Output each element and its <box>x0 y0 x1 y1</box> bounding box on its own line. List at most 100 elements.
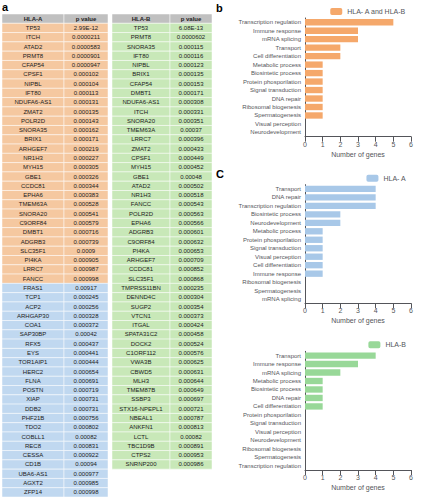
svg-text:SPATA31C2: SPATA31C2 <box>125 331 158 337</box>
svg-text:0.00082: 0.00082 <box>75 434 97 440</box>
svg-text:0.000328: 0.000328 <box>73 313 99 319</box>
svg-text:ARHGAP30: ARHGAP30 <box>17 313 50 319</box>
svg-text:0.00042: 0.00042 <box>75 331 97 337</box>
svg-text:Immune response: Immune response <box>253 361 302 367</box>
svg-text:EPHA6: EPHA6 <box>23 192 43 198</box>
svg-text:0.000115: 0.000115 <box>179 44 204 50</box>
svg-text:Spermatogenesis: Spermatogenesis <box>254 454 301 460</box>
svg-text:FLNA: FLNA <box>25 378 40 384</box>
svg-text:ITCH: ITCH <box>26 34 40 40</box>
svg-text:ITGAL: ITGAL <box>132 322 150 328</box>
svg-text:0.000625: 0.000625 <box>178 359 204 365</box>
svg-text:DENND4C: DENND4C <box>126 294 156 300</box>
svg-text:0.000868: 0.000868 <box>178 276 204 282</box>
svg-text:SLC35F1: SLC35F1 <box>20 248 46 254</box>
svg-text:0.000998: 0.000998 <box>73 489 99 495</box>
svg-text:0.000802: 0.000802 <box>73 424 99 430</box>
svg-text:0.000709: 0.000709 <box>178 257 204 263</box>
svg-text:0.000716: 0.000716 <box>73 229 99 235</box>
svg-text:AGXT2: AGXT2 <box>23 480 43 486</box>
svg-text:0.000563: 0.000563 <box>178 211 204 217</box>
svg-text:ARHGEF7: ARHGEF7 <box>19 146 48 152</box>
svg-text:0.000326: 0.000326 <box>73 174 99 180</box>
svg-text:Visual perception: Visual perception <box>255 121 301 127</box>
svg-text:Spermatogenesis: Spermatogenesis <box>254 112 301 118</box>
svg-text:Cell differentiation: Cell differentiation <box>253 262 301 268</box>
svg-text:Transcription regulation: Transcription regulation <box>239 19 301 25</box>
svg-text:DNA repair: DNA repair <box>272 96 301 102</box>
svg-text:Transport: Transport <box>276 45 302 51</box>
svg-text:PRMT8: PRMT8 <box>131 34 152 40</box>
svg-text:BRIX1: BRIX1 <box>132 71 150 77</box>
svg-text:6: 6 <box>409 474 413 481</box>
svg-text:PRMT8: PRMT8 <box>23 53 44 59</box>
svg-text:0.000697: 0.000697 <box>178 396 204 402</box>
svg-text:1: 1 <box>321 141 325 148</box>
svg-text:Biosintetic process: Biosintetic process <box>251 211 301 217</box>
svg-text:0.0000947: 0.0000947 <box>72 62 101 68</box>
svg-text:FANCC: FANCC <box>23 276 44 282</box>
svg-text:0.000458: 0.000458 <box>178 331 204 337</box>
svg-text:Signal transduction: Signal transduction <box>250 420 301 426</box>
svg-text:FANCC: FANCC <box>131 201 152 207</box>
svg-text:LRRC7: LRRC7 <box>23 266 43 272</box>
svg-text:PHF21B: PHF21B <box>22 415 45 421</box>
svg-text:Transport: Transport <box>276 353 302 359</box>
svg-text:0.000576: 0.000576 <box>178 350 204 356</box>
svg-text:CFAP54: CFAP54 <box>22 62 45 68</box>
svg-text:TMEM63A: TMEM63A <box>19 201 47 207</box>
svg-text:Biosintetic process: Biosintetic process <box>251 386 301 392</box>
svg-text:mRNA splicing: mRNA splicing <box>262 296 301 302</box>
svg-text:0.000235: 0.000235 <box>178 285 204 291</box>
svg-text:NR1H3: NR1H3 <box>131 192 151 198</box>
svg-text:0.00094: 0.00094 <box>75 461 97 467</box>
svg-text:NR1H3: NR1H3 <box>23 155 43 161</box>
svg-text:TP53: TP53 <box>134 25 149 31</box>
svg-text:TMPRSS11BN: TMPRSS11BN <box>121 285 161 291</box>
svg-text:6: 6 <box>409 307 413 314</box>
svg-text:Immune response: Immune response <box>253 271 302 277</box>
svg-text:1: 1 <box>321 474 325 481</box>
svg-text:3: 3 <box>356 307 360 314</box>
svg-text:6.08E-13: 6.08E-13 <box>179 25 204 31</box>
svg-text:0.000162: 0.000162 <box>73 127 99 133</box>
svg-text:0.0000211: 0.0000211 <box>72 34 101 40</box>
svg-text:EYS: EYS <box>27 350 39 356</box>
svg-text:1: 1 <box>321 307 325 314</box>
svg-text:Spermatogenesis: Spermatogenesis <box>254 288 301 294</box>
svg-text:0.000383: 0.000383 <box>73 192 99 198</box>
svg-text:GBE1: GBE1 <box>133 174 150 180</box>
svg-text:DOCK2: DOCK2 <box>131 341 152 347</box>
svg-text:NIPBL: NIPBL <box>24 81 42 87</box>
svg-text:DMBT1: DMBT1 <box>23 229 44 235</box>
svg-text:CBWD5: CBWD5 <box>130 369 152 375</box>
svg-text:0.000452: 0.000452 <box>178 164 204 170</box>
svg-text:FRAS1: FRAS1 <box>23 285 43 291</box>
svg-text:5: 5 <box>391 474 395 481</box>
svg-text:SNORA20: SNORA20 <box>127 118 156 124</box>
svg-text:EPHA6: EPHA6 <box>131 220 151 226</box>
svg-text:0.000977: 0.000977 <box>73 471 99 477</box>
svg-text:TBC1D9B: TBC1D9B <box>127 443 154 449</box>
svg-text:TDO2: TDO2 <box>25 424 42 430</box>
svg-text:0.000351: 0.000351 <box>178 118 204 124</box>
svg-text:CFAP54: CFAP54 <box>130 81 153 87</box>
svg-text:2: 2 <box>338 141 342 148</box>
svg-text:HLA- A: HLA- A <box>383 175 406 182</box>
svg-text:NDUFA6-AS1: NDUFA6-AS1 <box>14 99 52 105</box>
svg-text:0.000502: 0.000502 <box>178 183 204 189</box>
svg-text:0.000433: 0.000433 <box>178 146 204 152</box>
svg-text:DDB2: DDB2 <box>25 406 42 412</box>
svg-text:0.000135: 0.000135 <box>73 109 99 115</box>
svg-text:0.000524: 0.000524 <box>178 341 204 347</box>
svg-text:MYH15: MYH15 <box>23 164 44 170</box>
svg-text:4: 4 <box>374 141 378 148</box>
svg-text:NBEAL1: NBEAL1 <box>129 415 153 421</box>
svg-text:0.000739: 0.000739 <box>73 239 99 245</box>
svg-text:ANKFN1: ANKFN1 <box>129 424 153 430</box>
svg-text:C1ORF112: C1ORF112 <box>126 350 157 356</box>
svg-text:0.000518: 0.000518 <box>178 192 204 198</box>
svg-text:0.000986: 0.000986 <box>178 461 204 467</box>
svg-text:IFT80: IFT80 <box>133 53 149 59</box>
svg-text:CTPS2: CTPS2 <box>131 452 151 458</box>
